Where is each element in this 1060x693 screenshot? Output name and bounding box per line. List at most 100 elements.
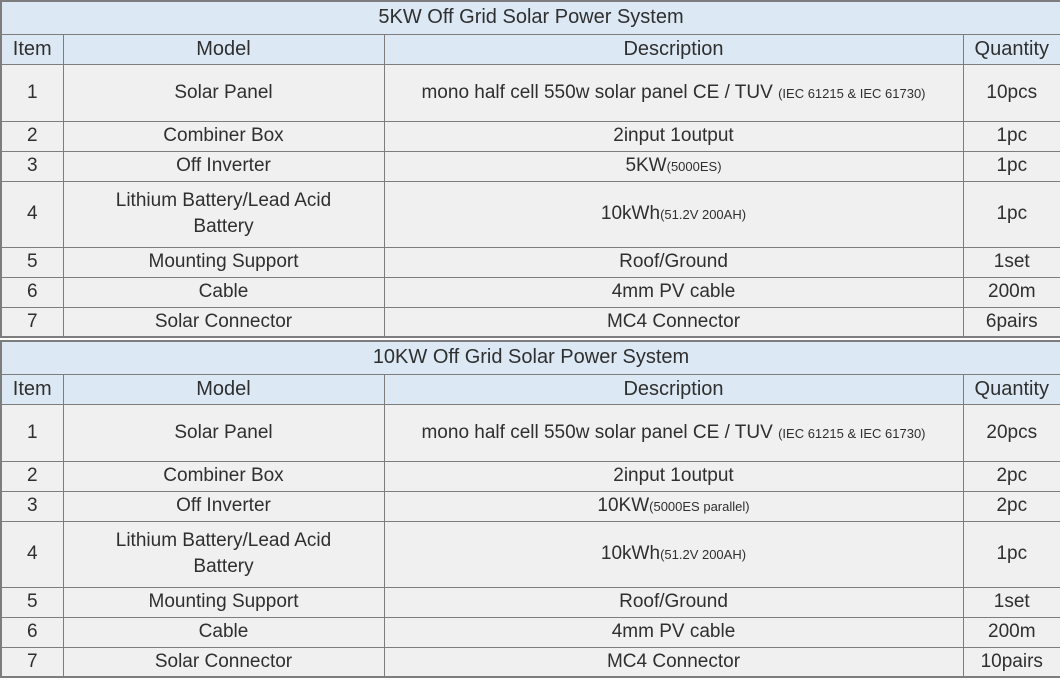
column-header-quantity: Quantity (962, 33, 1060, 65)
model-cell: Mounting Support (62, 586, 385, 618)
description-cell: 4mm PV cable (383, 616, 964, 648)
item-cell: 3 (0, 150, 64, 182)
description-cell: mono half cell 550w solar panel CE / TUV… (383, 403, 964, 462)
model-cell: Combiner Box (62, 460, 385, 492)
model-cell: Cable (62, 276, 385, 308)
column-header-quantity: Quantity (962, 373, 1060, 405)
quantity-cell: 1pc (962, 180, 1060, 248)
model-cell: Off Inverter (62, 150, 385, 182)
model-cell: Lithium Battery/Lead Acid Battery (62, 180, 385, 248)
quantity-cell: 1set (962, 586, 1060, 618)
table-row: 4 Lithium Battery/Lead Acid Battery 10kW… (0, 180, 1060, 248)
item-cell: 4 (0, 180, 64, 248)
quantity-cell: 20pcs (962, 403, 1060, 462)
quantity-cell: 1pc (962, 120, 1060, 152)
item-cell: 2 (0, 120, 64, 152)
model-cell: Solar Panel (62, 63, 385, 122)
model-cell: Mounting Support (62, 246, 385, 278)
description-main: Roof/Ground (619, 251, 728, 273)
description-main: 2input 1output (613, 125, 734, 147)
table-row: 3 Off Inverter 10KW(5000ES parallel) 2pc (0, 490, 1060, 522)
column-header-model: Model (62, 33, 385, 65)
description-cell: mono half cell 550w solar panel CE / TUV… (383, 63, 964, 122)
spec-table-5kw: 5KW Off Grid Solar Power System Item Mod… (0, 0, 1060, 338)
description-detail: (51.2V 200AH) (660, 207, 747, 223)
description-cell: 4mm PV cable (383, 276, 964, 308)
model-cell: Cable (62, 616, 385, 648)
item-cell: 3 (0, 490, 64, 522)
item-cell: 1 (0, 403, 64, 462)
column-header-item: Item (0, 33, 64, 65)
item-cell: 5 (0, 246, 64, 278)
model-cell: Solar Panel (62, 403, 385, 462)
table-row: 5 Mounting Support Roof/Ground 1set (0, 586, 1060, 618)
description-cell: 10kWh(51.2V 200AH) (383, 520, 964, 588)
quantity-cell: 10pcs (962, 63, 1060, 122)
column-header-description: Description (383, 33, 964, 65)
item-cell: 7 (0, 306, 64, 338)
description-detail: (5000ES) (666, 159, 722, 175)
table-row: 3 Off Inverter 5KW(5000ES) 1pc (0, 150, 1060, 182)
table-row: 5KW Off Grid Solar Power System (0, 0, 1060, 35)
description-main: 2input 1output (613, 465, 734, 487)
item-cell: 2 (0, 460, 64, 492)
description-main: MC4 Connector (606, 310, 741, 332)
description-main: 5KW (625, 155, 667, 177)
description-main: 10kWh (600, 203, 661, 225)
description-main: Roof/Ground (619, 591, 728, 613)
table-row: 4 Lithium Battery/Lead Acid Battery 10kW… (0, 520, 1060, 588)
quantity-cell: 200m (962, 616, 1060, 648)
item-cell: 5 (0, 586, 64, 618)
description-cell: 2input 1output (383, 460, 964, 492)
column-header-item: Item (0, 373, 64, 405)
table-row: 7 Solar Connector MC4 Connector 10pairs (0, 646, 1060, 678)
description-main: 10kWh (600, 543, 661, 565)
column-header-model: Model (62, 373, 385, 405)
table-row: 7 Solar Connector MC4 Connector 6pairs (0, 306, 1060, 338)
table-row: 1 Solar Panel mono half cell 550w solar … (0, 403, 1060, 462)
table-row: 2 Combiner Box 2input 1output 1pc (0, 120, 1060, 152)
item-cell: 1 (0, 63, 64, 122)
description-main: mono half cell 550w solar panel CE / TUV (421, 421, 779, 443)
table-row: 2 Combiner Box 2input 1output 2pc (0, 460, 1060, 492)
quantity-cell: 10pairs (962, 646, 1060, 678)
description-cell: Roof/Ground (383, 586, 964, 618)
description-cell: MC4 Connector (383, 646, 964, 678)
spec-table-10kw: 10KW Off Grid Solar Power System Item Mo… (0, 340, 1060, 678)
table-row: Item Model Description Quantity (0, 373, 1060, 405)
model-cell: Off Inverter (62, 490, 385, 522)
quantity-cell: 1pc (962, 520, 1060, 588)
description-detail: (5000ES parallel) (649, 499, 750, 515)
description-main: 10KW (597, 495, 650, 517)
model-cell: Combiner Box (62, 120, 385, 152)
description-cell: 5KW(5000ES) (383, 150, 964, 182)
table-row: 6 Cable 4mm PV cable 200m (0, 276, 1060, 308)
quantity-cell: 6pairs (962, 306, 1060, 338)
description-detail: (IEC 61215 & IEC 61730) (778, 425, 926, 441)
description-cell: MC4 Connector (383, 306, 964, 338)
column-header-description: Description (383, 373, 964, 405)
description-main: 4mm PV cable (611, 281, 736, 303)
model-cell: Lithium Battery/Lead Acid Battery (62, 520, 385, 588)
quantity-cell: 1pc (962, 150, 1060, 182)
model-cell: Solar Connector (62, 306, 385, 338)
quantity-cell: 2pc (962, 490, 1060, 522)
table-row: 6 Cable 4mm PV cable 200m (0, 616, 1060, 648)
table-row: 5 Mounting Support Roof/Ground 1set (0, 246, 1060, 278)
description-detail: (IEC 61215 & IEC 61730) (778, 85, 926, 101)
description-cell: 10KW(5000ES parallel) (383, 490, 964, 522)
description-cell: 10kWh(51.2V 200AH) (383, 180, 964, 248)
table-title-5kw: 5KW Off Grid Solar Power System (0, 0, 1060, 35)
item-cell: 7 (0, 646, 64, 678)
quantity-cell: 1set (962, 246, 1060, 278)
item-cell: 4 (0, 520, 64, 588)
table-row: 1 Solar Panel mono half cell 550w solar … (0, 63, 1060, 122)
table-title-10kw: 10KW Off Grid Solar Power System (0, 340, 1060, 375)
quantity-cell: 200m (962, 276, 1060, 308)
item-cell: 6 (0, 616, 64, 648)
table-row: Item Model Description Quantity (0, 33, 1060, 65)
description-cell: Roof/Ground (383, 246, 964, 278)
description-main: MC4 Connector (606, 650, 741, 672)
item-cell: 6 (0, 276, 64, 308)
quantity-cell: 2pc (962, 460, 1060, 492)
